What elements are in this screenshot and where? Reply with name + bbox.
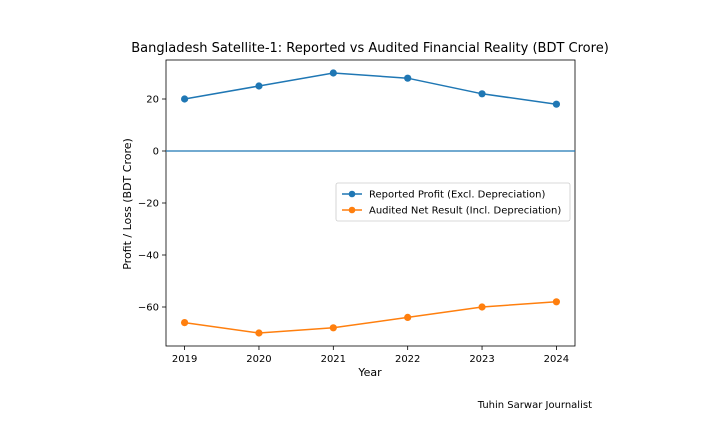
- data-point: [552, 298, 561, 306]
- chart-title: Bangladesh Satellite-1: Reported vs Audi…: [131, 41, 609, 56]
- series-line-2: [184, 301, 557, 334]
- data-point: [255, 329, 263, 337]
- data-point: [404, 74, 412, 82]
- legend-label: Audited Net Result (Incl. Depreciation): [369, 206, 561, 217]
- y-tick-label: 20: [146, 95, 159, 106]
- data-point: [255, 82, 263, 90]
- legend-box: [335, 182, 571, 222]
- y-tick-label: 0: [153, 147, 159, 158]
- legend-marker: [348, 206, 356, 214]
- x-tick-label: 2024: [544, 354, 569, 365]
- credit-text: Tuhin Sarwar Journalist: [477, 400, 592, 411]
- x-tick-label: 2019: [172, 354, 197, 365]
- x-tick-label: 2020: [246, 354, 271, 365]
- y-tick-label: −60: [138, 303, 159, 314]
- data-point: [478, 303, 486, 311]
- x-tick-label: 2022: [395, 354, 420, 365]
- x-axis-label: Year: [357, 366, 382, 379]
- data-point: [478, 90, 486, 98]
- data-point: [180, 95, 189, 103]
- x-tick-label: 2023: [469, 354, 494, 365]
- data-point: [329, 69, 337, 77]
- x-tick-label: 2021: [321, 354, 346, 365]
- series-line-1: [184, 72, 557, 105]
- y-axis-label: Profit / Loss (BDT Crore): [121, 138, 134, 270]
- legend-marker: [348, 190, 356, 198]
- data-point: [404, 313, 412, 321]
- data-point: [329, 324, 337, 332]
- data-point: [552, 100, 561, 108]
- y-tick-label: −20: [138, 199, 159, 210]
- legend-label: Reported Profit (Excl. Depreciation): [369, 190, 545, 201]
- data-point: [180, 319, 189, 327]
- y-tick-label: −40: [138, 251, 159, 262]
